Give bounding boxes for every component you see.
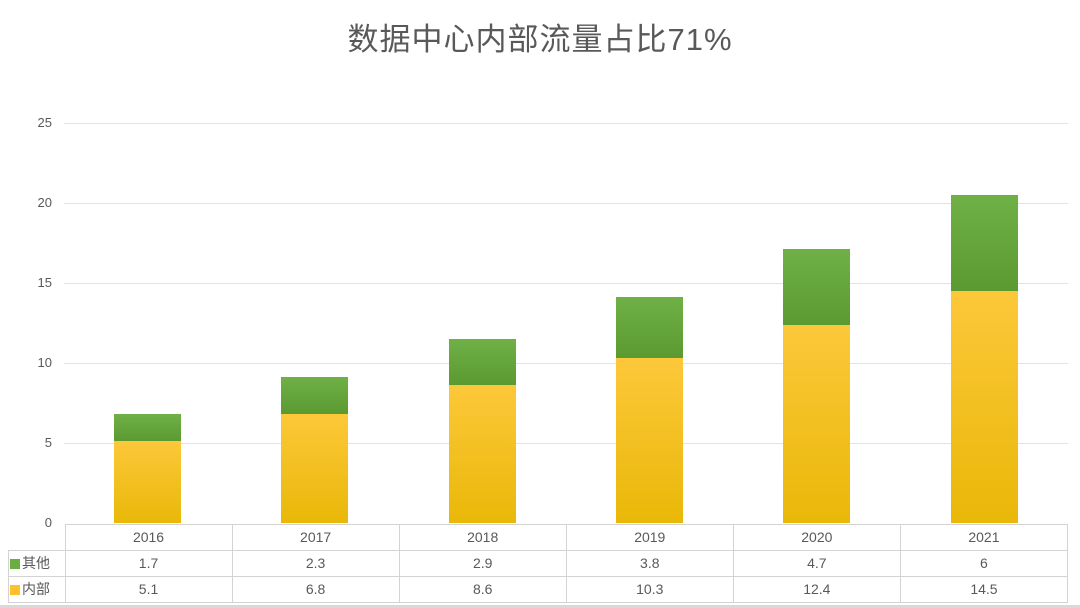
bar-column-2019 xyxy=(566,123,733,523)
legend-swatch-icon-其他 xyxy=(10,559,20,569)
value-cell-内部-2016: 5.1 xyxy=(64,576,233,603)
year-header-cell-2018: 2018 xyxy=(398,524,567,551)
bars-group xyxy=(64,123,1068,523)
data-table-body: 2016 2017 2018 2019 2020 2021 其他 1.7 2.3 2.9 3.8 4.… xyxy=(8,524,1069,603)
table-stub-cell xyxy=(9,525,66,551)
value-cell-内部-2020: 12.4 xyxy=(732,576,901,603)
table-row: 其他 1.7 2.3 2.9 3.8 4.7 6 xyxy=(8,550,1069,577)
bar-column-2017 xyxy=(231,123,398,523)
bar-segment-其他-2018 xyxy=(448,339,516,386)
year-header-cell-2020: 2020 xyxy=(732,524,901,551)
bar-segment-其他-2016 xyxy=(114,414,182,442)
bar-segment-其他-2019 xyxy=(616,297,684,359)
gridline-25 xyxy=(64,123,1068,124)
bar-segment-内部-2016 xyxy=(114,441,182,523)
chart-title: 数据中心内部流量占比71% xyxy=(347,22,733,57)
year-header-cell-2016: 2016 xyxy=(64,524,233,551)
value-cell-其他-2019: 3.8 xyxy=(565,550,734,577)
bottom-divider xyxy=(0,605,1080,608)
gridline-10 xyxy=(64,363,1068,364)
gridline-5 xyxy=(64,443,1068,444)
bar-segment-其他-2020 xyxy=(783,249,851,325)
bar-segment-内部-2021 xyxy=(950,291,1018,523)
legend-swatch-icon-内部 xyxy=(10,585,20,595)
legend-label-其他: 其他 xyxy=(22,555,50,571)
year-header-cell-2021: 2021 xyxy=(899,524,1069,551)
value-cell-其他-2017: 2.3 xyxy=(231,550,400,577)
bar-segment-其他-2021 xyxy=(950,195,1018,291)
bar-segment-内部-2020 xyxy=(783,324,851,523)
bar-column-2016 xyxy=(64,123,231,523)
bar-segment-其他-2017 xyxy=(281,377,349,415)
value-cell-其他-2016: 1.7 xyxy=(64,550,233,577)
year-header-cell-2017: 2017 xyxy=(231,524,400,551)
y-axis-label-20: 20 xyxy=(37,195,52,210)
value-cell-内部-2017: 6.8 xyxy=(231,576,400,603)
bar-column-2020 xyxy=(733,123,900,523)
table-row: 内部 5.1 6.8 8.6 10.3 12.4 14.5 xyxy=(8,576,1069,603)
plot-area xyxy=(64,123,1068,523)
value-cell-内部-2021: 14.5 xyxy=(899,576,1069,603)
value-cell-其他-2021: 6 xyxy=(899,550,1069,577)
legend-label-内部: 内部 xyxy=(22,581,50,597)
y-axis-label-15: 15 xyxy=(37,275,52,290)
year-header-cell-2019: 2019 xyxy=(565,524,734,551)
gridline-20 xyxy=(64,203,1068,204)
y-axis-label-10: 10 xyxy=(37,355,52,370)
value-cell-其他-2018: 2.9 xyxy=(398,550,567,577)
table-row: 2016 2017 2018 2019 2020 2021 xyxy=(9,524,1069,551)
bar-segment-内部-2018 xyxy=(448,385,516,523)
bar-column-2021 xyxy=(901,123,1068,523)
y-axis-label-25: 25 xyxy=(37,115,52,130)
y-axis-label-0: 0 xyxy=(44,515,52,530)
gridline-15 xyxy=(64,283,1068,284)
value-cell-内部-2019: 10.3 xyxy=(565,576,734,603)
data-table: 2016 2017 2018 2019 2020 2021 其他 1.7 2.3 2.9 3.8 4.… xyxy=(8,524,1069,603)
legend-cell-内部: 内部 xyxy=(8,576,66,603)
legend-cell-其他: 其他 xyxy=(8,550,66,577)
y-axis-label-5: 5 xyxy=(44,435,52,450)
bar-column-2018 xyxy=(399,123,566,523)
value-cell-其他-2020: 4.7 xyxy=(732,550,901,577)
value-cell-内部-2018: 8.6 xyxy=(398,576,567,603)
bar-segment-内部-2019 xyxy=(616,358,684,523)
bar-segment-内部-2017 xyxy=(281,414,349,523)
